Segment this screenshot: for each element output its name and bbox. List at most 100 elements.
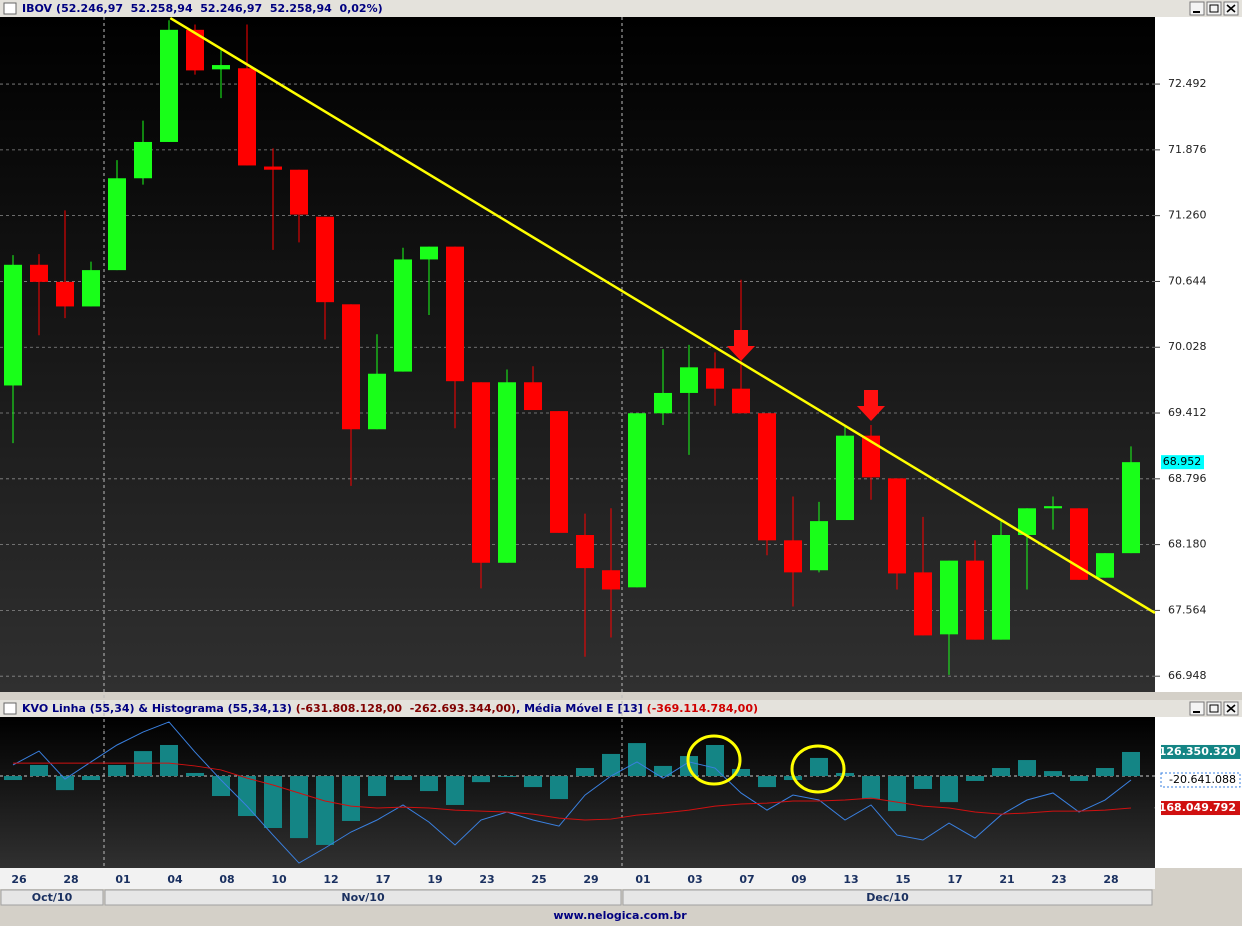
histogram-bar [290,776,308,839]
candle-body [758,413,776,541]
histogram-bar [810,757,828,777]
x-tick-label: 17 [947,873,962,886]
arrow [727,330,755,361]
footer: www.nelogica.com.br [553,909,687,922]
x-tick-label: 10 [271,873,287,886]
x-tick-label: 23 [1051,873,1066,886]
maximize-button[interactable] [1206,1,1222,16]
candle-body [342,304,360,430]
candle-body [134,141,152,179]
histogram-bar [576,768,594,777]
candle-body [212,65,230,70]
histogram-bar [940,776,958,803]
histogram-bar [654,765,672,777]
title-part: , Média Móvel E [13] [516,702,647,715]
candle-body [862,435,880,478]
y-tick-label: 68.180 [1168,538,1207,551]
minimize-button[interactable] [1189,701,1205,716]
candle-body [264,166,282,170]
y-tick-label: 70.028 [1168,340,1207,353]
annotations [686,330,885,794]
maximize-button[interactable] [1206,701,1222,716]
candle-body [472,382,490,563]
last-price-tag [1161,455,1204,470]
histogram-bar [30,764,48,777]
candle-body [654,392,672,414]
histogram-bar [420,776,438,792]
candle-body [966,560,984,640]
candle-body [290,169,308,215]
histogram-bar [56,776,74,791]
month-cell [622,889,1153,906]
histogram-bar [186,772,204,777]
histogram-bar [732,768,750,777]
indicator-panel [0,717,1155,868]
candle-body [446,246,464,382]
histogram-bar [342,776,360,821]
title-bar [0,700,1242,717]
candle-body [888,478,906,574]
candle-body [628,413,646,588]
candle-body [524,382,542,411]
x-tick-label: 13 [843,873,858,886]
candle-body [732,388,750,414]
y-tick-label: 72.492 [1168,77,1207,90]
panel-icon [3,2,17,15]
histogram-bar [4,776,22,781]
candle-body [420,246,438,260]
indicator-line [13,762,1132,821]
x-tick-label: 17 [375,873,390,886]
icon [1209,704,1219,713]
candle-body [394,259,412,372]
candle-body [836,435,854,521]
month-cell [104,889,622,906]
histogram-bar [862,776,880,800]
x-tick-label: 26 [11,873,27,886]
y-tick-label: 71.260 [1168,209,1207,222]
highlight-circle [790,744,846,794]
histogram-bar [264,776,282,829]
symbol: IBOV [22,2,53,15]
x-tick-label: 01 [115,873,130,886]
x-tick-label: 08 [219,873,234,886]
candle-body [680,367,698,393]
candle-body [914,572,932,636]
value-tag [1161,744,1240,759]
histogram-bar [1018,760,1036,777]
chart-title: IBOV (52.246,97 52.258,94 52.246,97 52.25… [22,2,383,15]
value-tag-label: 126.350.320 [1159,745,1237,758]
histogram-bar [108,764,126,777]
x-tick-label: 28 [63,873,78,886]
indicator-title: KVO Linha (55,34) & Histograma (55,34,13… [22,702,758,715]
panel-icon [3,702,17,715]
indicator-axis [1155,717,1242,868]
x-tick-label: 29 [583,873,598,886]
value-tag [1160,772,1241,788]
highlight-circle [686,734,742,786]
x-tick-label: 28 [1103,873,1118,886]
icon [1226,704,1236,713]
x-tick-label: 12 [323,873,338,886]
price-axis [1155,17,1242,692]
x-tick-label: 07 [739,873,754,886]
histogram-bar [914,776,932,789]
histogram-bar [1044,771,1062,777]
month-cell [0,889,104,906]
x-tick-label: 04 [167,873,183,886]
title-part: (-631.808.128,00 -262.693.344,00) [296,702,516,715]
minimize-button[interactable] [1189,1,1205,16]
indicator-line [12,721,1132,864]
title-part: KVO Linha (55,34) & Histograma (55,34,13… [22,702,296,715]
candle-body [706,368,724,389]
candle-body [810,521,828,571]
x-tick-label: 21 [999,873,1014,886]
candle-body [82,270,100,307]
histogram-bar [238,776,256,817]
title-bar [0,0,1242,17]
histogram-bar [1122,751,1140,777]
histogram-bar [550,776,568,800]
last-price-label: 68.952 [1163,455,1202,468]
x-tick-label: 09 [791,873,806,886]
histogram-bar [1096,768,1114,777]
